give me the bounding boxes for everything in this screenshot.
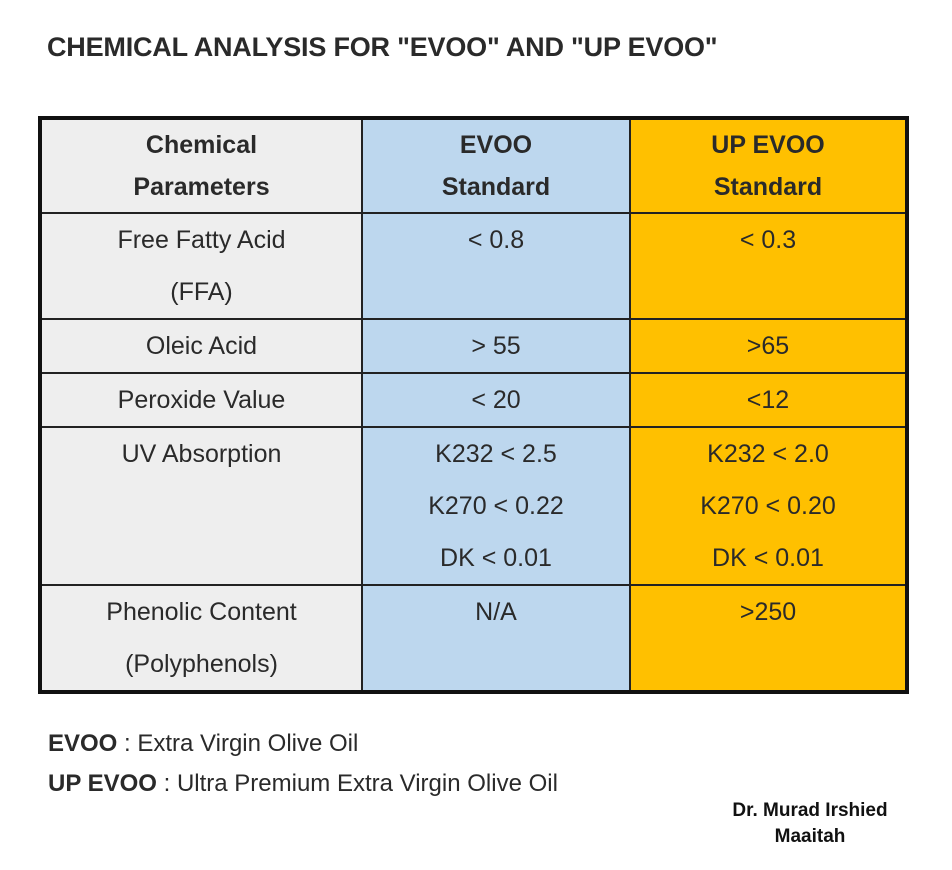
chemical-analysis-table: Chemical Parameters EVOO Standard UP EVO… (38, 116, 909, 694)
header-up-evoo-line: Standard (713, 173, 823, 201)
header-up-evoo-line: UP EVOO (711, 131, 825, 159)
header-parameters-line: Chemical (145, 131, 258, 159)
up-evoo-cell: K232 < 2.0 K270 < 0.20 DK < 0.01 (629, 426, 908, 586)
up-evoo-value: DK < 0.01 (712, 544, 824, 572)
up-evoo-value: <12 (746, 386, 790, 414)
param-cell: Oleic Acid (39, 318, 363, 374)
legend-up-evoo-definition: : Ultra Premium Extra Virgin Olive Oil (163, 770, 558, 797)
evoo-value: K232 < 2.5 (435, 440, 557, 468)
table-row: Oleic Acid > 55 >65 (39, 318, 908, 374)
param-line: Oleic Acid (145, 332, 258, 360)
evoo-value: K270 < 0.22 (428, 492, 564, 520)
param-line: (FFA) (170, 278, 233, 306)
header-evoo-line: Standard (441, 173, 551, 201)
author-credit: Dr. Murad Irshied Maaitah (700, 798, 920, 850)
up-evoo-value: K270 < 0.20 (700, 492, 836, 520)
table-row: Peroxide Value < 20 <12 (39, 372, 908, 428)
author-name-line: Dr. Murad Irshied (732, 800, 888, 821)
legend-evoo-definition: : Extra Virgin Olive Oil (124, 730, 359, 757)
evoo-value: < 20 (471, 386, 521, 414)
page-title: CHEMICAL ANALYSIS FOR "EVOO" AND "UP EVO… (47, 32, 718, 62)
up-evoo-cell: < 0.3 (629, 212, 908, 320)
legend-up-evoo: UP EVOO : Ultra Premium Extra Virgin Oli… (48, 770, 558, 798)
author-name-line: Maaitah (774, 826, 846, 847)
evoo-cell: < 20 (361, 372, 631, 428)
up-evoo-value: >65 (746, 332, 790, 360)
header-up-evoo: UP EVOO Standard (629, 117, 908, 214)
param-line: Phenolic Content (106, 598, 297, 626)
up-evoo-value: >250 (739, 598, 797, 626)
up-evoo-cell: >250 (629, 584, 908, 693)
legend-evoo-term: EVOO (48, 730, 118, 757)
table-row: Free Fatty Acid (FFA) < 0.8 < 0.3 (39, 212, 908, 320)
legend-up-evoo-term: UP EVOO (48, 770, 157, 797)
param-cell: UV Absorption (39, 426, 363, 586)
param-line: (Polyphenols) (125, 650, 278, 678)
up-evoo-cell: <12 (629, 372, 908, 428)
evoo-value: DK < 0.01 (440, 544, 552, 572)
param-line: Free Fatty Acid (117, 226, 286, 254)
param-cell: Peroxide Value (39, 372, 363, 428)
param-cell: Phenolic Content (Polyphenols) (39, 584, 363, 693)
evoo-cell: < 0.8 (361, 212, 631, 320)
param-line: Peroxide Value (117, 386, 286, 414)
table-row: UV Absorption K232 < 2.5 K270 < 0.22 DK … (39, 426, 908, 586)
legend-evoo: EVOO : Extra Virgin Olive Oil (48, 730, 358, 758)
header-evoo: EVOO Standard (361, 117, 631, 214)
evoo-value: < 0.8 (467, 226, 525, 254)
header-parameters: Chemical Parameters (39, 117, 363, 214)
up-evoo-cell: >65 (629, 318, 908, 374)
evoo-cell: N/A (361, 584, 631, 693)
header-parameters-line: Parameters (133, 173, 270, 201)
table-row: Phenolic Content (Polyphenols) N/A >250 (39, 584, 908, 693)
table-header-row: Chemical Parameters EVOO Standard UP EVO… (39, 117, 908, 214)
up-evoo-value: < 0.3 (739, 226, 797, 254)
header-evoo-line: EVOO (459, 131, 533, 159)
evoo-cell: > 55 (361, 318, 631, 374)
up-evoo-value: K232 < 2.0 (707, 440, 829, 468)
param-cell: Free Fatty Acid (FFA) (39, 212, 363, 320)
evoo-value: N/A (475, 598, 517, 626)
evoo-cell: K232 < 2.5 K270 < 0.22 DK < 0.01 (361, 426, 631, 586)
evoo-value: > 55 (471, 332, 521, 360)
param-line: UV Absorption (121, 440, 282, 468)
